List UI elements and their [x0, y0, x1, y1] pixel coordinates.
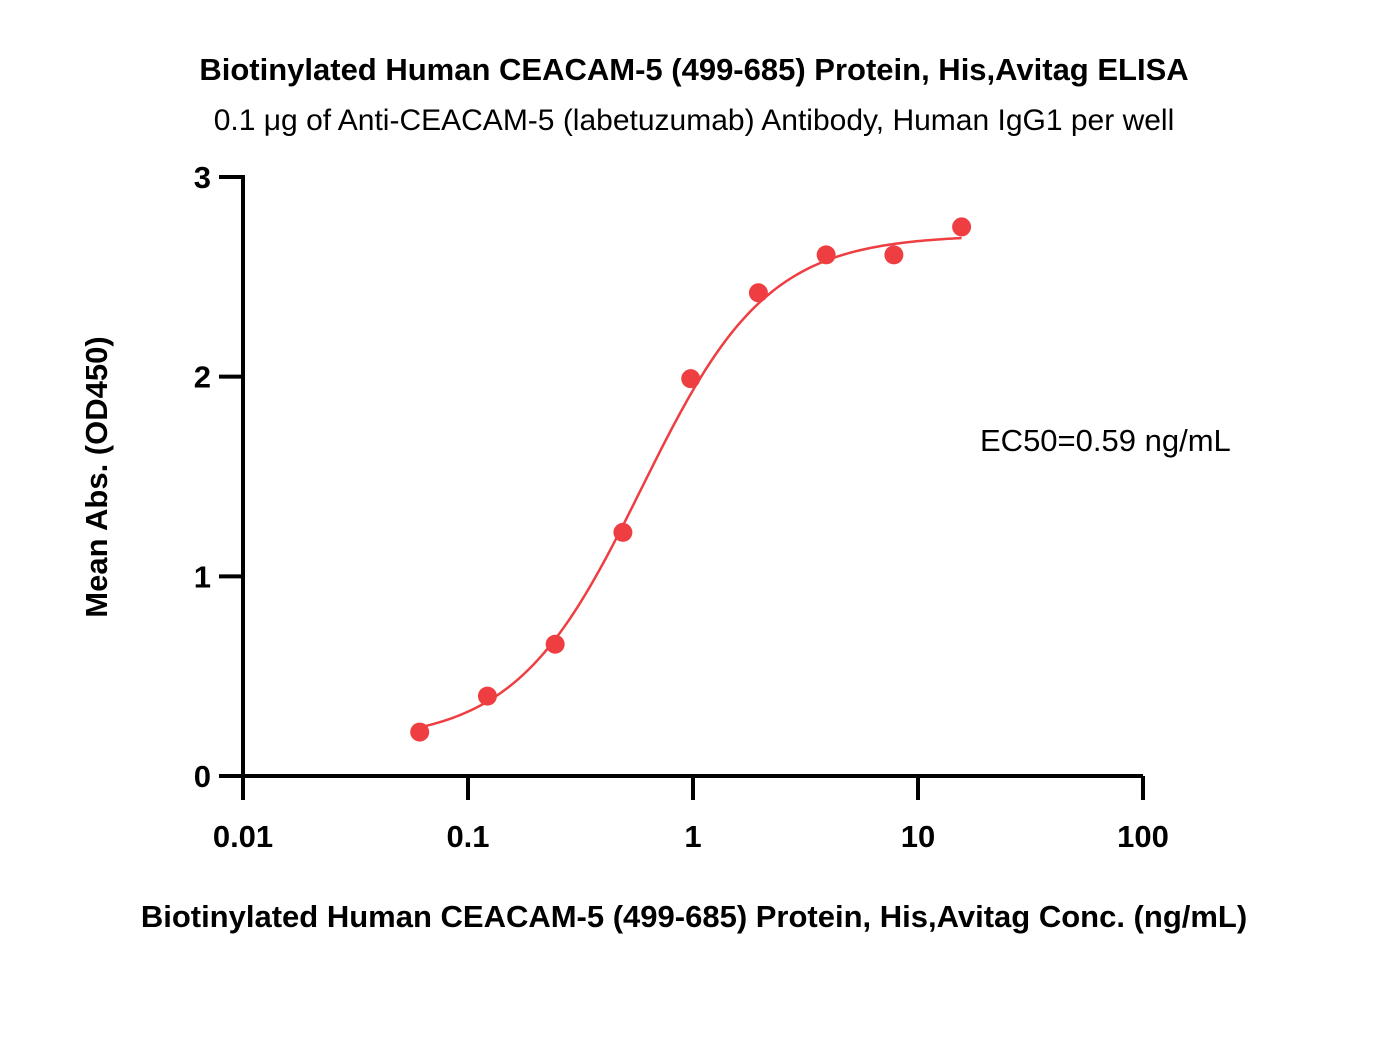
y-tick-label: 3 [194, 160, 211, 195]
chart-title: Biotinylated Human CEACAM-5 (499-685) Pr… [199, 52, 1188, 87]
data-point [681, 369, 701, 389]
chart-subtitle: 0.1 μg of Anti-CEACAM-5 (labetuzumab) An… [214, 104, 1175, 137]
x-tick-label: 100 [1117, 819, 1169, 854]
x-tick-label: 1 [684, 819, 701, 854]
y-tick-label: 0 [194, 759, 211, 794]
data-point [952, 217, 972, 237]
data-point [613, 522, 633, 542]
data-point [545, 634, 565, 654]
data-point [884, 245, 904, 265]
plot-area: 0 1 2 3 0.01 0.1 1 10 100 [194, 160, 1169, 854]
data-point [816, 245, 836, 265]
data-point [748, 283, 768, 303]
x-tick-label: 0.01 [213, 819, 273, 854]
x-tick-label: 10 [901, 819, 935, 854]
data-point [410, 722, 430, 742]
fit-curve [419, 236, 962, 729]
data-point [477, 686, 497, 706]
ec50-annotation: EC50=0.59 ng/mL [980, 423, 1231, 458]
y-tick-label: 1 [194, 559, 211, 594]
y-tick-label: 2 [194, 360, 211, 395]
x-axis-label: Biotinylated Human CEACAM-5 (499-685) Pr… [141, 899, 1247, 934]
x-tick-label: 0.1 [446, 819, 489, 854]
y-axis-label: Mean Abs. (OD450) [79, 336, 114, 617]
